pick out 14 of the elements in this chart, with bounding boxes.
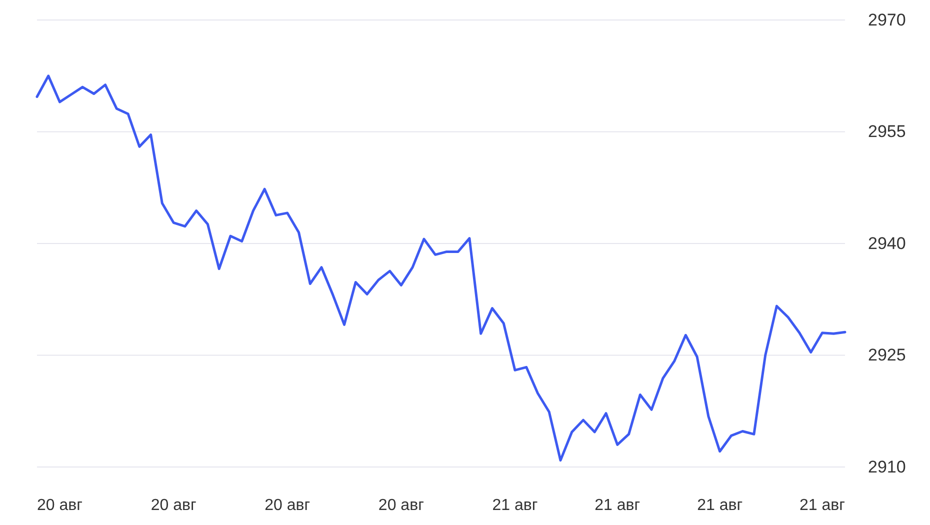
y-tick-label: 2955 (868, 122, 906, 142)
y-tick-label: 2910 (868, 457, 906, 476)
line-series (36, 74, 846, 462)
x-tick-label: 20 авг (37, 496, 83, 514)
x-tick-label: 20 авг (150, 496, 196, 514)
y-tick-label: 2970 (868, 10, 906, 30)
x-tick-label: 20 авг (378, 496, 424, 514)
y-tick-label: 2940 (868, 234, 906, 253)
x-tick-label: 21 авг (799, 496, 846, 514)
x-tick-label: 20 авг (264, 496, 310, 514)
x-tick-label: 21 авг (697, 496, 743, 514)
x-tick-label: 21 авг (594, 496, 640, 514)
y-tick-label: 2925 (868, 346, 906, 365)
x-tick-label: 21 авг (492, 496, 538, 514)
